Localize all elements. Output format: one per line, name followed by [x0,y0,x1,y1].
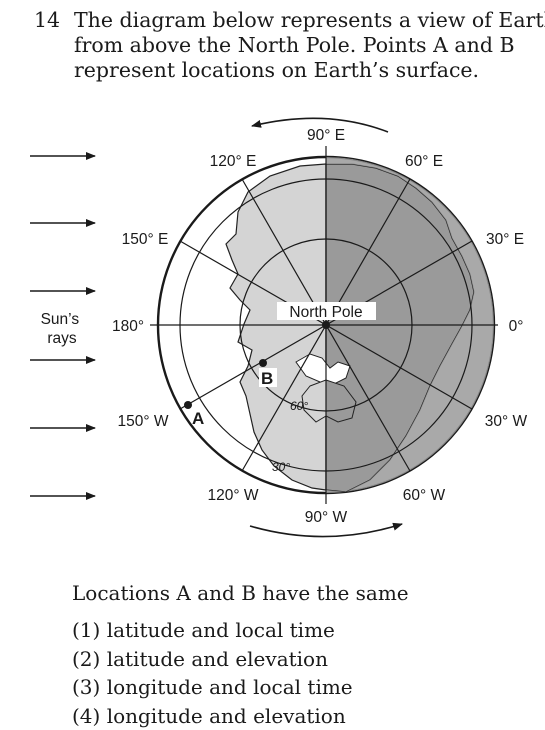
question-text: 14 The diagram below represents a view of… [34,8,545,83]
point-b-label: B [261,369,273,388]
north-pole-label: North Pole [289,304,362,321]
question-line-2: from above the North Pole. Points A and … [74,33,515,57]
north-pole-dot [322,321,330,329]
point-a-label: A [192,409,204,428]
answer-choice-1[interactable]: (1) latitude and local time [72,618,335,642]
longitude-label-60e: 60° E [405,153,443,170]
night-side-ocean [326,157,494,493]
answer-choice-4[interactable]: (4) longitude and elevation [72,703,346,728]
north-pole-label-bg [277,302,376,320]
longitude-label-90e: 90° E [307,127,345,144]
rotation-arrow-top [251,117,389,133]
answer-choice-2[interactable]: (2) latitude and elevation [72,646,328,671]
sun-rays-arrows [30,152,96,500]
question-number: 14 [34,8,61,32]
longitude-label-30e: 30° E [486,231,524,248]
longitude-label-120w: 120° W [208,487,259,504]
landmass-day-side [225,163,327,491]
latitude-label-60: 60° [290,399,308,413]
longitude-label-180: 180° [112,318,144,335]
question-line-1: 14 The diagram below represents a view of… [34,8,545,32]
rotation-arrow-bottom [249,522,403,538]
answer-prompt: Locations A and B have the same [72,581,409,605]
point-b-label-bg [259,368,277,387]
longitude-label-30w: 30° W [485,413,528,430]
sun-rays-label: Sun’s rays [41,311,84,347]
globe: North Pole [150,146,498,504]
point-a-dot [184,401,192,409]
question-line-3: represent locations on Earth’s surface. [74,58,480,82]
answer-choices: (1) latitude and local time (2) latitude… [72,616,353,730]
longitude-label-0: 0° [509,318,524,335]
point-b-dot [259,359,267,367]
longitude-label-150e: 150° E [122,231,169,248]
longitude-label-90w: 90° W [305,509,348,526]
longitude-label-60w: 60° W [403,487,446,504]
latitude-label-30: 30° [272,460,290,474]
earth-polar-diagram: Sun’s rays [30,117,528,538]
longitude-label-150w: 150° W [118,413,169,430]
longitude-label-120e: 120° E [210,153,257,170]
answer-choice-3[interactable]: (3) longitude and local time [72,675,353,699]
